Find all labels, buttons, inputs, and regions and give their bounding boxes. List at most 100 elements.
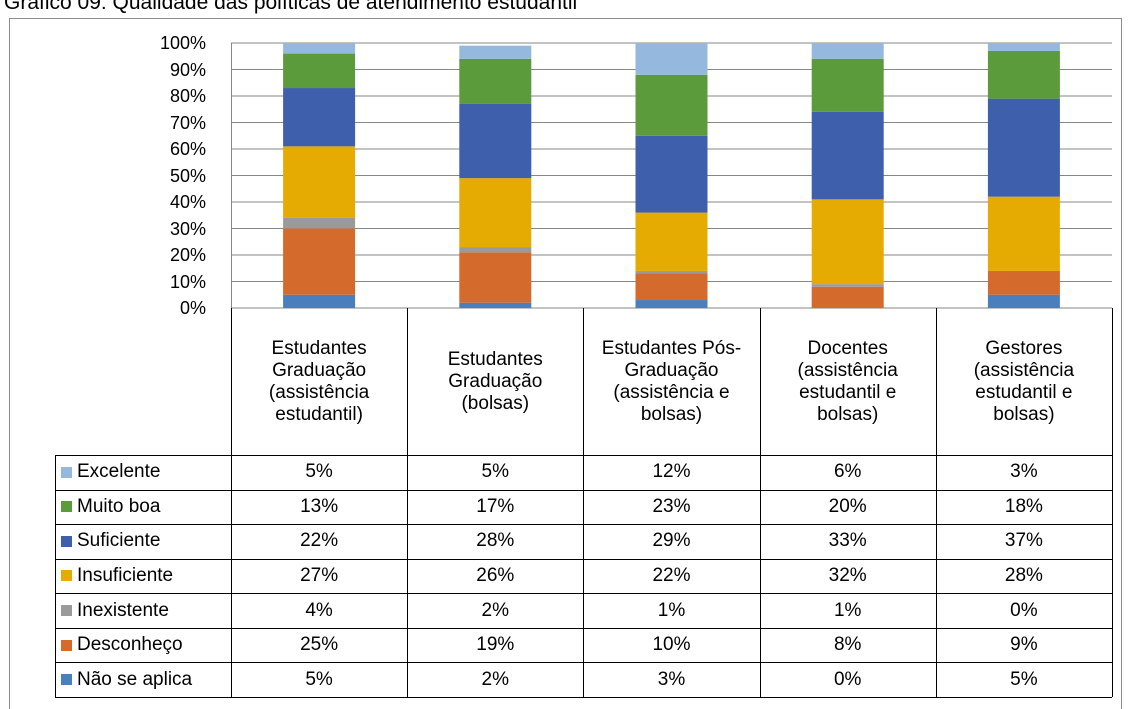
data-label: 18%	[1004, 495, 1043, 517]
legend-label: Suficiente	[77, 530, 161, 552]
bar-segment	[283, 294, 356, 308]
legend-entry: Insuficiente	[61, 559, 231, 594]
data-label: 5%	[481, 461, 510, 483]
bars	[283, 43, 1060, 308]
bar-segment	[811, 284, 884, 287]
data-label: 29%	[652, 530, 691, 552]
category-label: Gestores (assistência estudantil e bolsa…	[973, 337, 1075, 425]
data-label: 22%	[300, 530, 339, 552]
data-label: 28%	[1004, 564, 1043, 586]
bar-segment	[635, 43, 708, 75]
bar-segment	[987, 98, 1060, 197]
data-label: 19%	[476, 634, 515, 656]
legend-entry: Suficiente	[61, 524, 231, 559]
data-label: 8%	[833, 634, 862, 656]
category-label: Estudantes Pós-Graduação (assistência e …	[601, 337, 742, 425]
data-label: 9%	[1010, 634, 1038, 656]
category-label: Estudantes Graduação (assistência estuda…	[268, 337, 370, 425]
legend-entry: Excelente	[61, 455, 231, 490]
legend-swatch	[61, 501, 72, 513]
data-label: 1%	[833, 599, 862, 621]
legend-label: Inexistente	[77, 599, 169, 621]
y-tick-label: 70%	[169, 112, 206, 133]
legend-label: Insuficiente	[77, 564, 174, 586]
data-label: 20%	[828, 495, 867, 517]
bar-segment	[459, 103, 532, 179]
legend-swatch	[61, 535, 72, 547]
bar-segment	[987, 270, 1060, 295]
bar-segment	[283, 146, 356, 218]
data-label: 0%	[1010, 599, 1038, 621]
data-label: 3%	[1010, 461, 1038, 483]
data-label: 10%	[652, 634, 691, 656]
legend-swatch	[61, 605, 72, 617]
legend-label: Excelente	[77, 461, 161, 483]
bar-segment	[459, 178, 532, 248]
data-label: 32%	[828, 564, 867, 586]
bar-segment	[459, 252, 532, 303]
bar-segment	[459, 45, 532, 59]
bar-segment	[811, 199, 884, 285]
y-tick-label: 80%	[169, 86, 206, 106]
bar-segment	[283, 217, 356, 229]
data-label: 13%	[300, 495, 339, 517]
legend-swatch	[61, 674, 72, 686]
legend-swatch	[61, 466, 72, 478]
data-label: 37%	[1004, 530, 1043, 552]
chart-title: Gráfico 09: Qualidade das políticas de a…	[4, 0, 578, 14]
data-label: 3%	[657, 668, 686, 690]
legend-entry: Inexistente	[61, 593, 231, 628]
legend-entry: Não se aplica	[61, 662, 231, 697]
bar-segment	[283, 228, 356, 295]
legend-label: Desconheço	[77, 634, 183, 656]
data-label: 5%	[305, 461, 333, 483]
bar-segment	[987, 196, 1060, 271]
y-tick-label: 90%	[169, 59, 206, 80]
bar-segment	[459, 58, 532, 104]
data-label: 27%	[300, 564, 339, 586]
data-label: 25%	[300, 634, 339, 656]
bar-segment	[283, 53, 356, 89]
bar-segment	[811, 286, 884, 308]
y-tick-label: 50%	[169, 165, 206, 186]
y-tick-label: 0%	[179, 298, 206, 318]
y-tick-label: 40%	[169, 192, 206, 212]
data-label: 2%	[481, 599, 510, 621]
data-label: 22%	[652, 564, 691, 586]
bar-segment	[635, 270, 708, 274]
data-label: 23%	[652, 495, 691, 517]
data-label: 12%	[652, 461, 691, 483]
legend-swatch	[61, 570, 72, 582]
bar-segment	[635, 212, 708, 271]
bar-segment	[459, 302, 532, 308]
data-label: 0%	[833, 668, 862, 690]
y-tick-label: 60%	[169, 139, 206, 159]
bar-segment	[987, 50, 1060, 99]
legend-swatch	[61, 639, 72, 651]
y-tick-label: 20%	[169, 245, 206, 265]
bar-segment	[811, 43, 884, 59]
y-tick-label: 30%	[169, 218, 206, 239]
bar-segment	[459, 247, 532, 253]
y-tick-label: 10%	[169, 271, 206, 292]
bar-segment	[283, 43, 356, 54]
legend-entry: Desconheço	[61, 628, 231, 663]
category-label: Estudantes Graduação (bolsas)	[447, 348, 543, 414]
legend-label: Muito boa	[77, 495, 161, 517]
data-label: 1%	[657, 599, 686, 621]
category-label: Docentes (assistência estudantil e bolsa…	[797, 337, 898, 425]
data-label: 6%	[833, 461, 862, 483]
bar-segment	[987, 43, 1060, 51]
data-label: 5%	[305, 668, 333, 690]
bar-segment	[987, 294, 1060, 308]
data-label: 2%	[481, 668, 510, 690]
data-label: 5%	[1010, 668, 1038, 690]
bar-segment	[811, 58, 884, 112]
data-label: 33%	[828, 530, 867, 552]
bar-segment	[811, 111, 884, 200]
bar-segment	[283, 88, 356, 147]
bar-segment	[635, 273, 708, 301]
legend-label: Não se aplica	[77, 668, 193, 690]
data-label: 17%	[476, 495, 515, 517]
